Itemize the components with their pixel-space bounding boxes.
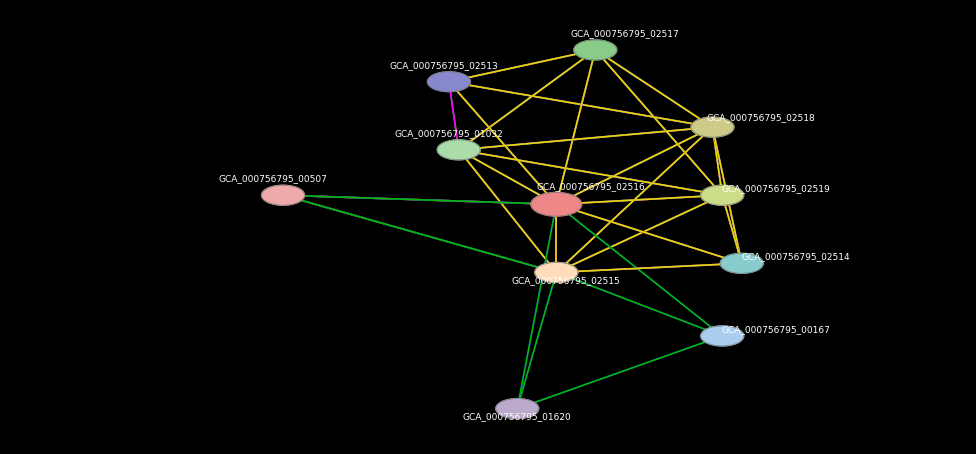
Circle shape — [437, 140, 480, 160]
Text: GCA_000756795_02517: GCA_000756795_02517 — [570, 29, 679, 38]
Circle shape — [691, 117, 734, 137]
Circle shape — [496, 399, 539, 419]
Circle shape — [701, 185, 744, 205]
Text: GCA_000756795_02519: GCA_000756795_02519 — [721, 184, 831, 193]
Text: GCA_000756795_02518: GCA_000756795_02518 — [707, 114, 816, 123]
Circle shape — [574, 40, 617, 60]
Circle shape — [262, 185, 305, 205]
Text: GCA_000756795_00507: GCA_000756795_00507 — [219, 174, 328, 183]
Text: GCA_000756795_01032: GCA_000756795_01032 — [394, 129, 504, 138]
Circle shape — [701, 326, 744, 346]
Text: GCA_000756795_02515: GCA_000756795_02515 — [511, 276, 621, 285]
Circle shape — [535, 262, 578, 282]
Text: GCA_000756795_00167: GCA_000756795_00167 — [721, 325, 831, 334]
Text: GCA_000756795_01620: GCA_000756795_01620 — [463, 412, 572, 421]
Circle shape — [720, 253, 763, 273]
Text: GCA_000756795_02514: GCA_000756795_02514 — [741, 252, 850, 261]
Text: GCA_000756795_02516: GCA_000756795_02516 — [536, 183, 645, 192]
Circle shape — [427, 72, 470, 92]
Circle shape — [531, 192, 582, 216]
Text: GCA_000756795_02513: GCA_000756795_02513 — [389, 61, 499, 70]
